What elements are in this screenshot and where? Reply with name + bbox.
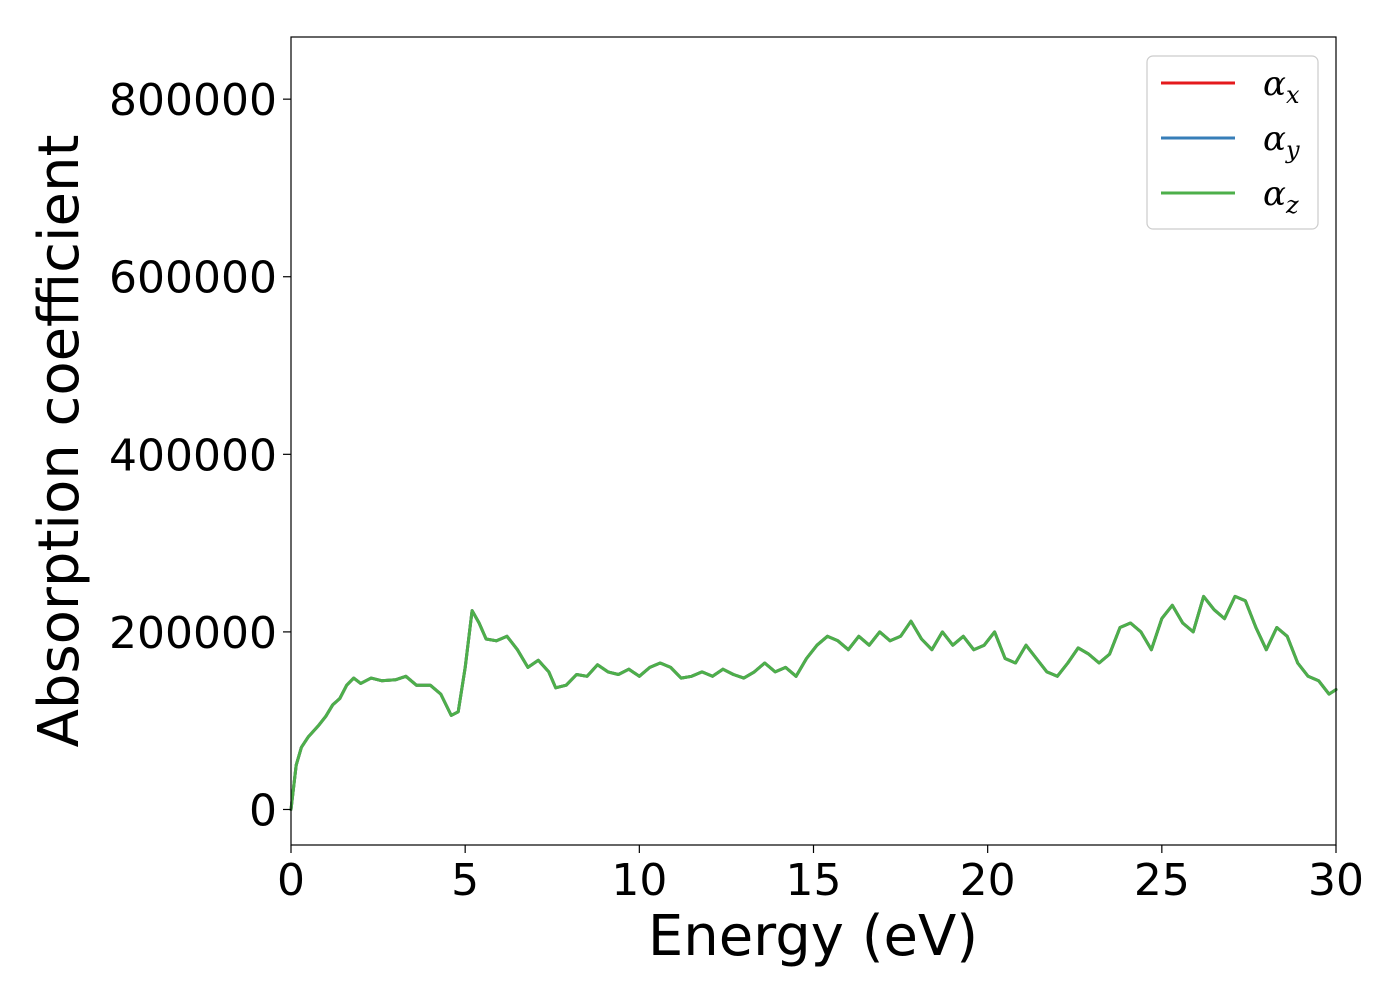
y-tick-label: 800000 (109, 75, 277, 126)
x-tick-label: 25 (1134, 855, 1190, 906)
y-tick-label: 200000 (109, 608, 277, 659)
x-tick-label: 5 (451, 855, 479, 906)
series-line-z (289, 594, 1338, 811)
x-tick-label: 0 (277, 855, 305, 906)
legend-label-z: αz (1263, 174, 1299, 219)
series-layer (289, 594, 1338, 811)
x-tick-label: 20 (960, 855, 1016, 906)
legend-box (1146, 55, 1319, 230)
x-axis: 0 5 10 15 20 25 30 (277, 845, 1364, 906)
y-tick-label: 0 (249, 785, 277, 836)
legend: αx αy αz (1146, 55, 1319, 230)
legend-label-x: αx (1263, 64, 1300, 109)
x-tick-label: 15 (786, 855, 842, 906)
y-axis: 0 200000 400000 600000 800000 (109, 75, 291, 836)
x-tick-label: 30 (1308, 855, 1364, 906)
x-axis-label: Energy (eV) (648, 904, 978, 969)
y-axis-label: Absorption coefficient (27, 135, 92, 748)
x-tick-label: 10 (611, 855, 667, 906)
legend-label-y: αy (1263, 119, 1300, 164)
y-tick-label: 400000 (109, 430, 277, 481)
y-tick-label: 600000 (109, 253, 277, 304)
